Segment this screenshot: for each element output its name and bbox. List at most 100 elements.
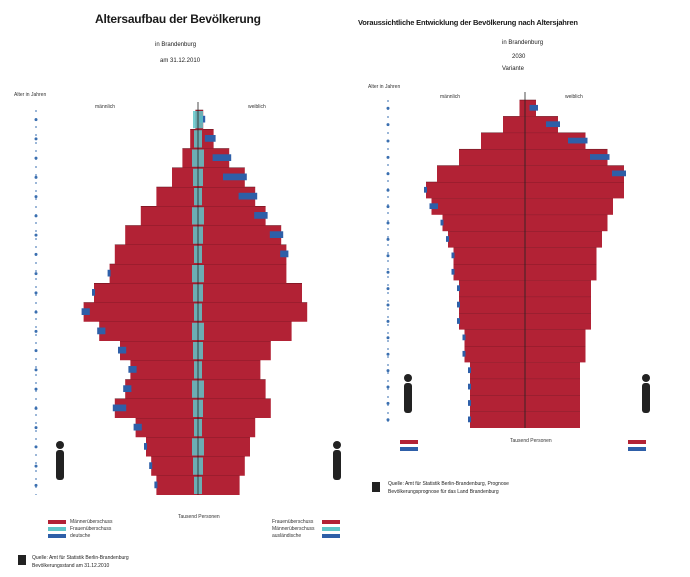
bar-male — [470, 411, 525, 428]
y-tick-mark — [34, 483, 38, 487]
legend-swatch-red-r1 — [400, 440, 418, 444]
y-tick-mark — [34, 252, 38, 256]
bar-surplus-female — [280, 250, 289, 258]
bar-surplus-male — [457, 301, 460, 308]
y-tick-mark — [34, 118, 38, 122]
bar-surplus-male — [468, 367, 471, 374]
bar-male — [135, 418, 198, 438]
bar-female — [525, 165, 624, 182]
bar-female — [525, 231, 602, 248]
left-chart-subtitle1: in Brandenburg — [155, 42, 197, 48]
y-tick-mark — [386, 188, 390, 192]
left-footer-2: Bevölkerungsstand am 31.12.2010 — [32, 563, 110, 569]
y-tick-mark — [386, 237, 390, 241]
bar-male — [459, 280, 525, 297]
y-tick-mark — [386, 303, 390, 307]
bar-female — [525, 362, 580, 379]
left-chart-title: Altersaufbau der Bevölkerung — [95, 12, 261, 26]
y-tick-mark — [34, 426, 38, 430]
bar-male — [481, 132, 525, 150]
legend-swatch-cyan-left — [48, 527, 66, 531]
y-tick-mark — [386, 106, 390, 110]
bar-male — [156, 475, 198, 495]
bar-surplus-male — [81, 308, 90, 316]
bar-surplus-male — [457, 318, 460, 324]
bar-male — [519, 100, 525, 117]
bar-surplus-female — [546, 121, 560, 128]
y-tick-mark — [386, 287, 390, 291]
bar-surplus-male — [424, 186, 427, 193]
male-figure-icon — [56, 450, 64, 480]
bar-male — [470, 378, 525, 396]
legend-right-1: Frauenüberschuss — [272, 519, 314, 525]
bar-surplus-male — [112, 404, 127, 412]
bar-male — [130, 360, 198, 380]
bar-surplus-female — [568, 137, 588, 144]
bar-surplus-male — [154, 481, 158, 489]
bar-male — [151, 456, 198, 476]
left-xaxis-label: Tausend Personen — [178, 514, 220, 520]
bar-surplus-male — [429, 203, 438, 210]
right-chart-subtitle1: in Brandenburg — [502, 40, 544, 46]
y-tick-mark — [386, 418, 390, 422]
bar-surplus-male — [457, 285, 460, 292]
legend-right-3: ausländische — [272, 533, 302, 539]
bar-surplus-male — [468, 383, 471, 390]
bar-surplus-male — [128, 366, 137, 373]
right-chart-panel: Voraussichtliche Entwicklung der Bevölke… — [350, 0, 690, 577]
y-tick-mark — [386, 254, 390, 258]
bar-surplus-male — [107, 269, 111, 277]
y-tick-mark — [386, 172, 390, 176]
bar-female — [525, 296, 591, 314]
bar-male — [114, 398, 198, 418]
bar-surplus-female — [254, 212, 268, 219]
bar-female — [525, 198, 613, 215]
bar-female — [198, 437, 250, 457]
y-tick-mark — [386, 352, 390, 356]
y-tick-mark — [34, 156, 38, 160]
bar-female — [525, 182, 624, 199]
bar-female — [198, 379, 266, 399]
legend-left-3: deutsche — [70, 533, 91, 539]
bar-surplus-male — [97, 327, 106, 335]
bar-female — [198, 167, 245, 187]
bar-male — [503, 116, 525, 133]
y-tick-mark — [34, 464, 38, 468]
bar-male — [470, 395, 525, 412]
bar-surplus-male — [133, 423, 142, 431]
bar-female — [198, 360, 261, 380]
bar-male — [83, 302, 198, 322]
y-tick-mark — [34, 195, 38, 199]
bar-female — [525, 346, 586, 363]
bar-surplus-female — [269, 231, 284, 239]
right-pyramid-svg — [386, 92, 650, 428]
y-tick-mark — [386, 369, 390, 373]
bar-female — [198, 244, 287, 264]
left-yaxis-label: Alter in Jahren — [14, 92, 47, 98]
bar-surplus-male — [118, 346, 127, 354]
right-chart-subtitle3: Variante — [502, 66, 524, 72]
bar-male — [156, 187, 198, 207]
bar-female — [525, 313, 591, 330]
left-label-female: weiblich — [248, 104, 266, 110]
right-chart-title: Voraussichtliche Entwicklung der Bevölke… — [358, 18, 578, 27]
bar-surplus-male — [92, 289, 95, 296]
bar-male — [431, 198, 525, 215]
y-tick-mark — [386, 123, 390, 127]
right-yaxis-label: Alter in Jahren — [368, 84, 401, 90]
legend-left-2: Frauenüberschuss — [70, 526, 112, 532]
bar-surplus-female — [204, 135, 216, 142]
bar-female — [525, 329, 586, 346]
bar-female — [198, 456, 245, 476]
legend-swatch-red-left — [48, 520, 66, 524]
bar-male — [470, 362, 525, 379]
bar-female — [198, 206, 266, 226]
legend-swatch-blue-right — [322, 534, 340, 538]
y-tick-mark — [34, 175, 38, 179]
bar-female — [198, 321, 292, 341]
bar-male — [114, 244, 198, 264]
bar-male — [459, 296, 525, 314]
female-figure-head-icon — [333, 441, 341, 449]
bar-female — [198, 398, 271, 418]
bar-male — [140, 206, 198, 226]
